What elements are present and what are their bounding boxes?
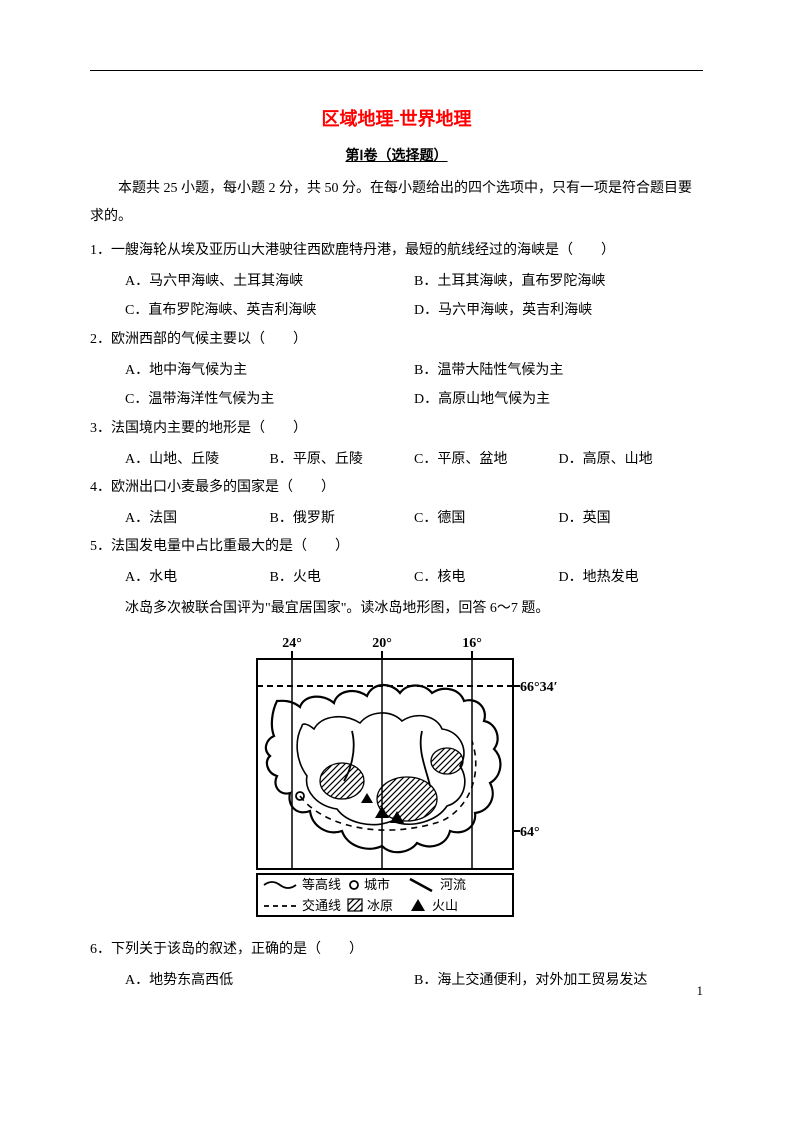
option-c: C．德国 [414,504,559,533]
lat-label-0: 66°34′ [520,680,558,695]
option-b: B．温带大陆性气候为主 [414,356,703,385]
question-6-options: A．地势东高西低 B．海上交通便利，对外加工贸易发达 [90,966,703,995]
question-4: 4．欧洲出口小麦最多的国家是（ ） [90,474,703,502]
q-stem: 法国境内主要的地形是（ ） [111,421,307,436]
option-d: D．高原山地气候为主 [414,385,703,414]
iceland-map-figure: 24° 20° 16° 66°34′ 64° [90,631,703,926]
question-3: 3．法国境内主要的地形是（ ） [90,415,703,443]
option-a: A．水电 [125,563,270,592]
question-2-options: A．地中海气候为主 B．温带大陆性气候为主 C．温带海洋性气候为主 D．高原山地… [90,356,703,415]
option-a: A．地中海气候为主 [125,356,414,385]
q-num: 1． [90,243,111,258]
question-1: 1．一艘海轮从埃及亚历山大港驶往西欧鹿特丹港，最短的航线经过的海峡是（ ） [90,237,703,265]
option-d: D．高原、山地 [559,445,704,474]
section-subtitle: 第Ⅰ卷（选择题） [90,145,703,165]
question-3-options: A．山地、丘陵 B．平原、丘陵 C．平原、盆地 D．高原、山地 [90,445,703,474]
context-text: 冰岛多次被联合国评为"最宜居国家"。读冰岛地形图，回答 6～7 题。 [90,595,703,623]
question-5: 5．法国发电量中占比重最大的是（ ） [90,533,703,561]
q-stem: 欧洲西部的气候主要以（ ） [111,332,307,347]
question-5-options: A．水电 B．火电 C．核电 D．地热发电 [90,563,703,592]
q-stem: 一艘海轮从埃及亚历山大港驶往西欧鹿特丹港，最短的航线经过的海峡是（ ） [111,243,615,258]
intro-text: 本题共 25 小题，每小题 2 分，共 50 分。在每小题给出的四个选项中，只有… [90,175,703,231]
option-a: A．法国 [125,504,270,533]
question-6: 6．下列关于该岛的叙述，正确的是（ ） [90,936,703,964]
q-num: 5． [90,539,111,554]
option-c: C．温带海洋性气候为主 [125,385,414,414]
option-b: B．平原、丘陵 [270,445,415,474]
option-c: C．直布罗陀海峡、英吉利海峡 [125,296,414,325]
option-b: B．火电 [270,563,415,592]
option-a: A．地势东高西低 [125,966,414,995]
option-c: C．核电 [414,563,559,592]
question-4-options: A．法国 B．俄罗斯 C．德国 D．英国 [90,504,703,533]
q-num: 2． [90,332,111,347]
option-d: D．马六甲海峡，英吉利海峡 [414,296,703,325]
option-b: B．海上交通便利，对外加工贸易发达 [414,966,703,995]
q-stem: 法国发电量中占比重最大的是（ ） [111,539,349,554]
q-stem: 下列关于该岛的叙述，正确的是（ ） [111,942,363,957]
lon-label-0: 24° [282,636,302,651]
page-title: 区域地理-世界地理 [90,105,703,131]
lat-label-1: 64° [520,825,540,840]
q-num: 4． [90,480,111,495]
option-c: C．平原、盆地 [414,445,559,474]
legend-volcano: 火山 [432,898,458,913]
legend-city: 城市 [364,877,390,892]
option-b: B．俄罗斯 [270,504,415,533]
q-num: 3． [90,421,111,436]
legend-road: 交通线 [302,898,341,913]
q-num: 6． [90,942,111,957]
legend-river: 河流 [440,877,466,892]
question-2: 2．欧洲西部的气候主要以（ ） [90,326,703,354]
question-1-options: A．马六甲海峡、土耳其海峡 B．土耳其海峡，直布罗陀海峡 C．直布罗陀海峡、英吉… [90,267,703,326]
lon-label-2: 16° [462,636,482,651]
option-b: B．土耳其海峡，直布罗陀海峡 [414,267,703,296]
legend-glacier: 冰原 [367,898,393,913]
page-number: 1 [697,983,704,999]
q-stem: 欧洲出口小麦最多的国家是（ ） [111,480,335,495]
option-a: A．山地、丘陵 [125,445,270,474]
option-a: A．马六甲海峡、土耳其海峡 [125,267,414,296]
legend-contour: 等高线 [302,877,341,892]
top-rule [90,70,703,71]
option-d: D．英国 [559,504,704,533]
option-d: D．地热发电 [559,563,704,592]
lon-label-1: 20° [372,636,392,651]
